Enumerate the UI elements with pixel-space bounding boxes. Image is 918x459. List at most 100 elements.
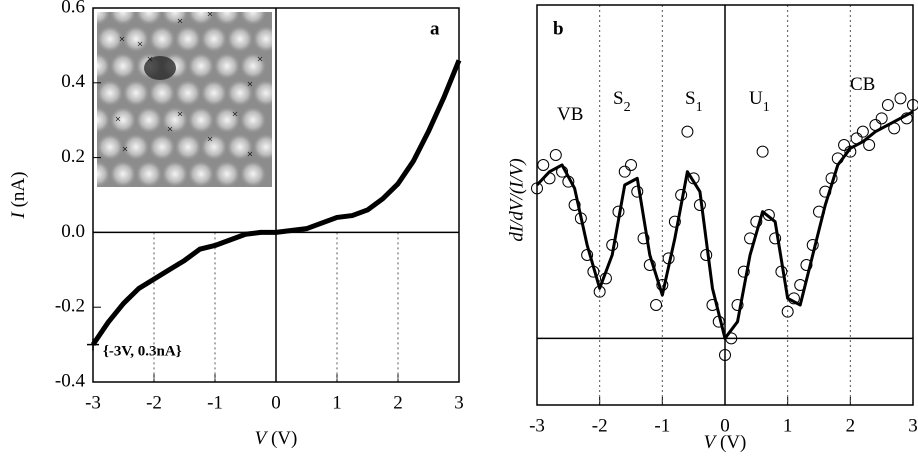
x-tick-label: 2 bbox=[393, 392, 403, 413]
x-tick-label: -2 bbox=[592, 415, 608, 436]
data-point bbox=[731, 299, 744, 311]
atom bbox=[97, 52, 111, 80]
x-tick-label: 1 bbox=[783, 415, 793, 436]
data-point bbox=[737, 265, 750, 278]
atom bbox=[252, 25, 272, 53]
atom bbox=[187, 106, 215, 134]
atom bbox=[239, 106, 267, 134]
panel-label: a bbox=[430, 18, 440, 39]
atom bbox=[200, 79, 228, 107]
peak-label: U1 bbox=[749, 88, 770, 115]
atom bbox=[97, 79, 124, 107]
atom bbox=[174, 79, 202, 107]
atom bbox=[187, 12, 215, 26]
atom bbox=[252, 79, 272, 107]
atom bbox=[200, 133, 228, 161]
atom bbox=[97, 133, 124, 161]
marker-cross: × bbox=[115, 114, 121, 126]
x-tick-label: 0 bbox=[271, 392, 281, 413]
data-point bbox=[625, 159, 637, 171]
y-axis-label: dI/dV/(I/V) bbox=[506, 158, 527, 241]
atom bbox=[213, 12, 241, 26]
x-tick-label: 0 bbox=[720, 415, 730, 436]
marker-cross: × bbox=[137, 39, 143, 51]
y-tick-label: 0.4 bbox=[61, 71, 85, 92]
atom bbox=[135, 106, 163, 134]
atom bbox=[187, 160, 215, 187]
data-point bbox=[875, 112, 888, 125]
plot-frame bbox=[92, 7, 460, 383]
marker-cross: × bbox=[207, 9, 213, 21]
stm-inset: × × × × × × × × × × × × × × bbox=[97, 9, 272, 187]
marker-cross: × bbox=[247, 149, 253, 161]
x-tick-label: -1 bbox=[207, 392, 223, 413]
data-point bbox=[668, 215, 681, 228]
atom bbox=[97, 160, 111, 187]
marker-cross: × bbox=[122, 144, 128, 156]
atom bbox=[109, 12, 137, 26]
x-tick-label: -1 bbox=[654, 415, 670, 436]
marker-cross: × bbox=[257, 54, 263, 66]
data-point bbox=[863, 139, 876, 151]
x-tick-label: 3 bbox=[454, 392, 464, 413]
atom bbox=[122, 25, 150, 53]
data-point bbox=[894, 92, 907, 105]
atom bbox=[239, 160, 267, 187]
atom bbox=[213, 160, 241, 187]
dark-spot bbox=[144, 56, 176, 80]
data-point bbox=[549, 149, 562, 161]
atom bbox=[109, 160, 137, 187]
atom bbox=[252, 133, 272, 161]
atom bbox=[239, 52, 267, 80]
atom bbox=[109, 52, 137, 80]
x-tick-label: -3 bbox=[529, 415, 545, 436]
atom bbox=[122, 79, 150, 107]
marker-cross: × bbox=[232, 109, 238, 121]
x-axis-label: V (V) bbox=[255, 428, 298, 449]
data-line bbox=[535, 110, 914, 340]
y-axis-label: I (nA) bbox=[8, 172, 29, 220]
data-point bbox=[618, 165, 631, 178]
data-point bbox=[781, 305, 794, 318]
atom bbox=[213, 106, 241, 134]
data-point bbox=[769, 232, 782, 245]
atom bbox=[187, 52, 215, 80]
atom bbox=[97, 106, 111, 134]
marker-cross: × bbox=[247, 79, 253, 91]
atom bbox=[148, 25, 176, 53]
x-tick-label: -3 bbox=[85, 392, 101, 413]
marker-cross: × bbox=[177, 109, 183, 121]
marker-cross: × bbox=[207, 134, 213, 146]
data-point bbox=[844, 145, 857, 158]
atom bbox=[174, 25, 202, 53]
data-point bbox=[907, 99, 918, 111]
peak-label: S1 bbox=[685, 88, 703, 115]
atom bbox=[239, 12, 267, 26]
data-point bbox=[838, 139, 851, 151]
x-tick-label: 3 bbox=[908, 415, 918, 436]
marker-cross: × bbox=[177, 16, 183, 28]
data-point bbox=[856, 125, 869, 138]
data-point bbox=[568, 199, 581, 211]
atom bbox=[148, 133, 176, 161]
atom bbox=[148, 79, 176, 107]
panel-label: b bbox=[553, 18, 564, 39]
atom bbox=[161, 160, 189, 187]
data-point bbox=[719, 349, 731, 361]
atom bbox=[122, 133, 150, 161]
data-point bbox=[881, 99, 894, 111]
atom bbox=[174, 133, 202, 161]
peak-label: CB bbox=[850, 74, 875, 95]
data-point bbox=[681, 125, 694, 138]
atom bbox=[226, 79, 254, 107]
atom bbox=[97, 25, 124, 53]
data-point bbox=[800, 259, 813, 271]
plot-frame bbox=[536, 4, 914, 406]
peak-label: VB bbox=[557, 104, 583, 125]
data-line bbox=[90, 59, 462, 347]
marker-cross: × bbox=[147, 54, 153, 66]
atom bbox=[135, 12, 163, 26]
atom bbox=[109, 106, 137, 134]
marker-cross: × bbox=[167, 124, 173, 136]
atom bbox=[97, 12, 111, 26]
